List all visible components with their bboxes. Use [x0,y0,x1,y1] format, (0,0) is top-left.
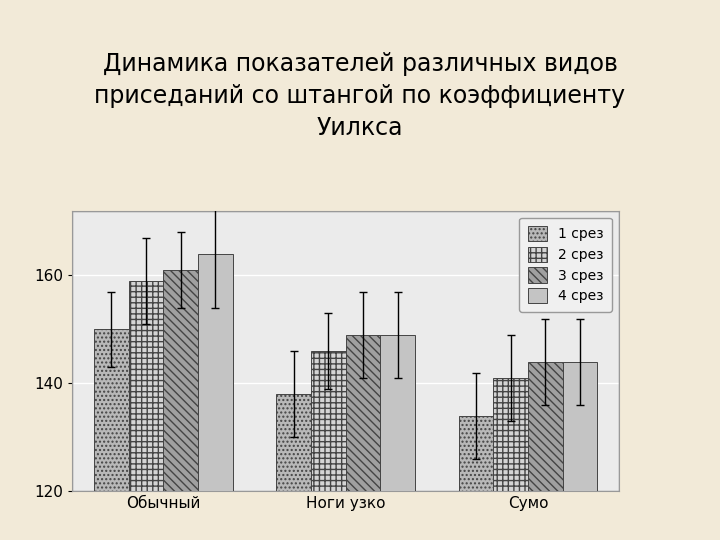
Bar [311,351,346,540]
Text: Динамика показателей различных видов
приседаний со штангой по коэффициенту
Уилкс: Динамика показателей различных видов при… [94,52,626,139]
Bar [380,335,415,540]
Bar [459,416,493,540]
Bar [562,362,598,540]
Legend: 1 срез, 2 срез, 3 срез, 4 срез: 1 срез, 2 срез, 3 срез, 4 срез [519,218,612,312]
Bar [129,281,163,540]
Bar [493,378,528,540]
Bar [198,254,233,540]
Bar [163,270,198,540]
Bar [94,329,129,540]
Bar [72,211,619,491]
Bar [276,394,311,540]
Bar [346,335,380,540]
Bar [528,362,562,540]
